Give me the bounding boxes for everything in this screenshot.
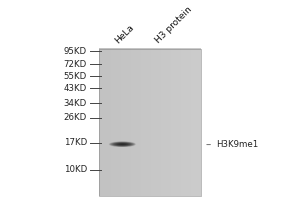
Text: HeLa: HeLa <box>114 22 136 45</box>
Text: 10KD: 10KD <box>64 165 87 174</box>
Text: H3 protein: H3 protein <box>154 5 194 45</box>
Bar <box>99 49 201 196</box>
Text: 34KD: 34KD <box>64 99 87 108</box>
Text: 72KD: 72KD <box>64 60 87 69</box>
Text: 95KD: 95KD <box>64 47 87 56</box>
Text: 55KD: 55KD <box>64 72 87 81</box>
Text: 17KD: 17KD <box>64 138 87 147</box>
Text: H3K9me1: H3K9me1 <box>207 140 258 149</box>
Text: 43KD: 43KD <box>64 84 87 93</box>
Text: 26KD: 26KD <box>64 113 87 122</box>
